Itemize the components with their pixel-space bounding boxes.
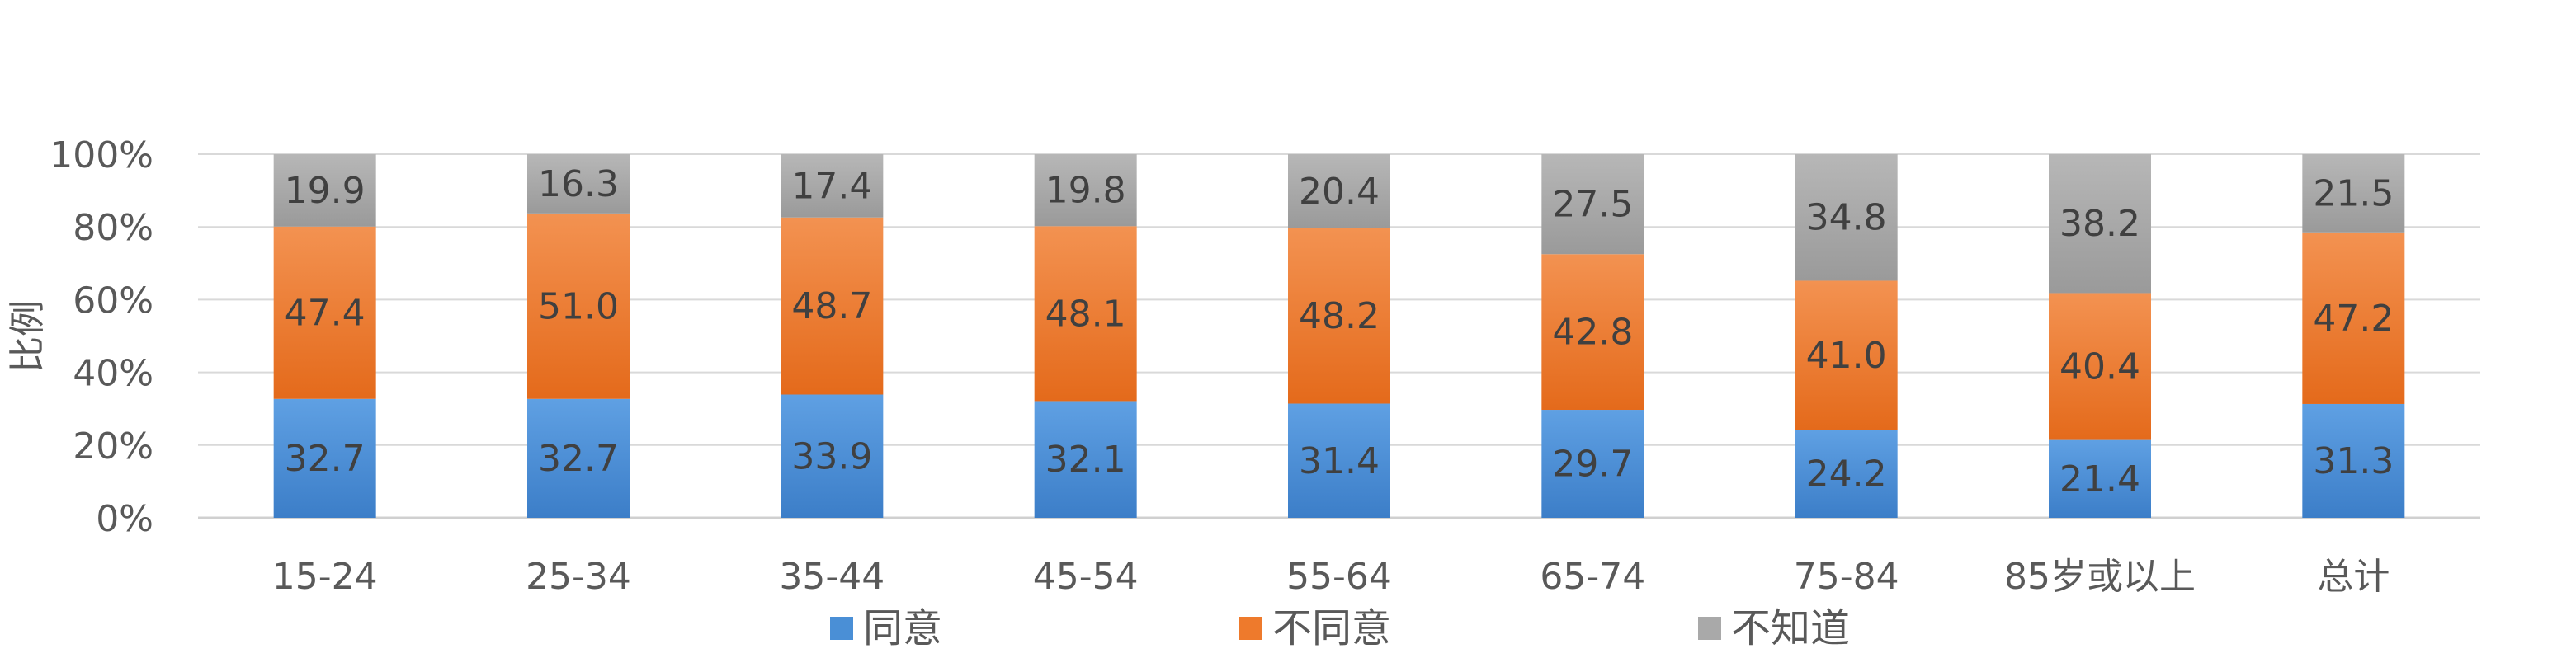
y-axis-label: 比例 (7, 300, 49, 373)
x-tick-label: 35-44 (779, 556, 885, 598)
x-tick-label: 25-34 (526, 556, 631, 598)
data-label: 16.3 (538, 163, 619, 205)
data-label: 31.3 (2313, 440, 2394, 482)
x-tick-label: 75-84 (1794, 556, 1899, 598)
data-label: 38.2 (2059, 203, 2140, 245)
data-label: 47.4 (285, 292, 366, 334)
legend-swatch (1698, 617, 1721, 640)
data-label: 47.2 (2313, 298, 2394, 340)
x-tick-label: 55-64 (1286, 556, 1392, 598)
data-label: 24.2 (1806, 454, 1887, 496)
data-label: 48.1 (1045, 293, 1126, 335)
bar-segment (781, 154, 884, 218)
bar-segment (781, 394, 884, 518)
data-label: 32.1 (1045, 439, 1126, 481)
bar-segment (2302, 403, 2405, 518)
bar-segment (1795, 430, 1898, 518)
data-label: 27.5 (1552, 184, 1633, 226)
data-label: 17.4 (791, 165, 872, 207)
bar-segment (1541, 254, 1644, 411)
bar-segment (2049, 293, 2151, 440)
y-tick-label: 20% (73, 425, 153, 468)
data-label: 42.8 (1552, 312, 1633, 354)
bar-segment (1288, 154, 1390, 228)
data-label: 34.8 (1806, 197, 1887, 239)
bar-segment (781, 217, 884, 395)
bar-segment (1288, 228, 1390, 404)
bar-segment (2302, 232, 2405, 404)
bar-segment (1795, 154, 1898, 281)
legend: 同意 不同意 不知道 (830, 605, 1850, 651)
x-tick-label: 45-54 (1033, 556, 1139, 598)
data-label: 21.5 (2313, 172, 2394, 214)
data-label: 19.9 (285, 170, 366, 212)
bar-segment (273, 226, 376, 399)
x-tick-label: 65-74 (1540, 556, 1645, 598)
x-tick-label: 15-24 (272, 556, 378, 598)
bar-segment (1795, 280, 1898, 430)
bar-segment (527, 154, 630, 214)
bar-segment (1541, 410, 1644, 518)
bar-segment (2302, 154, 2405, 233)
legend-label: 不知道 (1731, 605, 1850, 651)
y-tick-label: 80% (73, 207, 153, 249)
bar-segment (527, 398, 630, 518)
legend-swatch (1239, 617, 1262, 640)
x-tick-label: 85岁或以上 (2004, 556, 2196, 598)
data-label: 40.4 (2059, 346, 2140, 388)
data-label: 31.4 (1299, 440, 1380, 482)
bar-segment (2049, 154, 2151, 294)
bar-segment (273, 154, 376, 227)
legend-label: 同意 (863, 605, 942, 651)
data-label: 20.4 (1299, 171, 1380, 213)
y-tick-label: 100% (50, 134, 153, 176)
data-label: 32.7 (538, 438, 619, 480)
y-tick-label: 0% (96, 498, 153, 540)
data-label: 29.7 (1552, 444, 1633, 486)
bar-segment (1034, 154, 1137, 227)
bars: 32.7 47.4 19.9 32.7 51.0 16.3 33.9 48.7 17.4 32.1… (273, 154, 2405, 518)
data-label: 51.0 (538, 285, 619, 327)
data-label: 32.7 (285, 438, 366, 480)
data-label: 19.8 (1045, 170, 1126, 212)
data-label: 21.4 (2059, 458, 2140, 501)
y-tick-labels: 0% 20% 40% 60% 80% 100% (50, 134, 153, 540)
bar-segment (1034, 401, 1137, 518)
x-tick-label: 总计 (2317, 556, 2390, 598)
data-label: 41.0 (1806, 335, 1887, 377)
data-label: 48.2 (1299, 295, 1380, 337)
x-tick-labels: 15-24 25-34 35-44 45-54 55-64 65-74 75-84 85岁或以… (272, 556, 2390, 598)
bar-segment (1034, 226, 1137, 402)
bar-segment (1541, 154, 1644, 255)
bar-segment (273, 398, 376, 518)
y-tick-label: 40% (73, 353, 153, 395)
bar-segment (2049, 439, 2151, 518)
bar-segment (1288, 403, 1390, 518)
bar-segment (527, 213, 630, 399)
y-tick-label: 60% (73, 280, 153, 322)
legend-swatch (830, 617, 853, 640)
data-label: 33.9 (791, 435, 872, 477)
legend-label: 不同意 (1272, 605, 1391, 651)
data-label: 48.7 (791, 285, 872, 327)
